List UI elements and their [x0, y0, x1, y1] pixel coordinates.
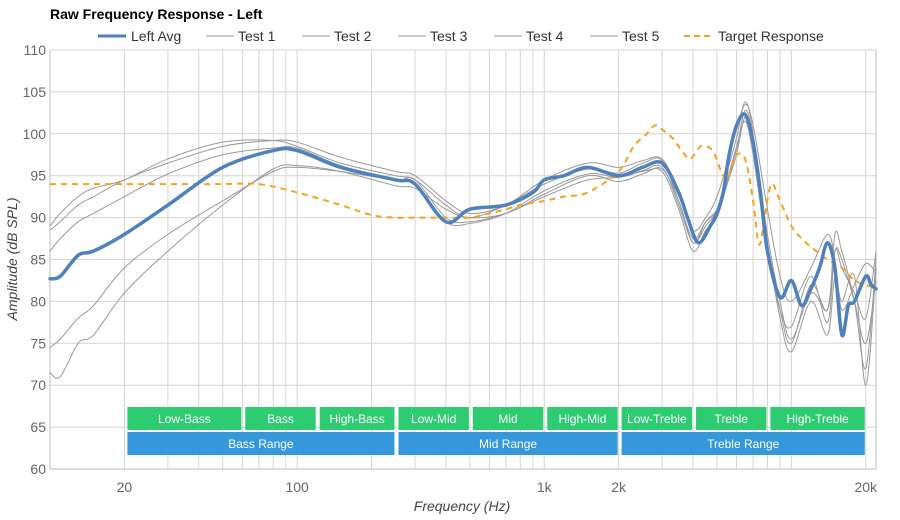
legend-test-2[interactable]: Test 2 — [334, 28, 372, 44]
band-label-mid-range: Mid Range — [479, 437, 537, 451]
series-line-test-2 — [49, 101, 877, 386]
y-tick-label-100: 100 — [23, 126, 47, 142]
band-label-bass: Bass — [267, 412, 294, 426]
band-label-mid: Mid — [498, 412, 517, 426]
series-line-test-1 — [49, 103, 877, 311]
band-high-mid — [547, 407, 618, 430]
series-line-target-response — [49, 124, 877, 290]
legend-test-5[interactable]: Test 5 — [622, 28, 660, 44]
grid — [49, 49, 877, 470]
band-label-low-bass: Low-Bass — [158, 412, 211, 426]
y-axis-ticks: 60 65 70 75 80 85 90 95 100 105 110 — [23, 42, 47, 477]
band-low-bass — [127, 407, 242, 430]
y-tick-label-105: 105 — [23, 84, 47, 100]
y-tick-label-70: 70 — [30, 377, 46, 393]
band-label-high-bass: High-Bass — [329, 412, 384, 426]
series-lines — [48, 101, 878, 386]
series-line-test-4 — [49, 120, 877, 379]
legend-left-avg[interactable]: Left Avg — [131, 28, 181, 44]
y-tick-label-65: 65 — [30, 419, 46, 435]
legend-test-1[interactable]: Test 1 — [238, 28, 276, 44]
x-tick-label-1k: 1k — [537, 479, 553, 495]
x-axis-ticks: 20 100 1k 2k 20k — [117, 479, 878, 495]
band-label-treble: Treble — [714, 412, 748, 426]
series-line-left-avg — [48, 112, 878, 338]
band-high-treble — [770, 407, 865, 430]
band-mid — [472, 407, 544, 430]
band-low-treble — [621, 407, 693, 430]
y-tick-label-80: 80 — [30, 293, 46, 309]
band-bass-range — [127, 432, 395, 455]
y-tick-label-85: 85 — [30, 252, 46, 268]
y-tick-label-60: 60 — [30, 461, 46, 477]
band-treble-range — [621, 432, 865, 455]
y-tick-label-95: 95 — [30, 168, 46, 184]
band-low-mid — [398, 407, 469, 430]
legend-test-4[interactable]: Test 4 — [526, 28, 564, 44]
band-label-high-mid: High-Mid — [558, 412, 606, 426]
band-label-high-treble: High-Treble — [786, 412, 849, 426]
x-tick-label-2k: 2k — [611, 479, 627, 495]
x-axis-label: Frequency (Hz) — [414, 498, 510, 514]
chart-title: Raw Frequency Response - Left — [50, 6, 263, 22]
legend-test-3[interactable]: Test 3 — [430, 28, 468, 44]
series-line-test-3 — [49, 116, 877, 370]
band-bass — [245, 407, 316, 430]
band-high-bass — [319, 407, 395, 430]
y-tick-label-75: 75 — [30, 335, 46, 351]
legend-target-response[interactable]: Target Response — [718, 28, 824, 44]
y-tick-label-110: 110 — [24, 42, 47, 58]
band-mid-range — [398, 432, 618, 455]
x-tick-label-20k: 20k — [854, 479, 878, 495]
x-tick-label-20: 20 — [117, 479, 133, 495]
band-label-bass-range: Bass Range — [228, 437, 294, 451]
band-treble — [696, 407, 767, 430]
band-label-treble-range: Treble Range — [707, 437, 780, 451]
frequency-bands: Low-Bass Bass High-Bass Low-Mid Mid High-Mid L… — [127, 407, 865, 455]
y-tick-label-90: 90 — [30, 210, 46, 226]
legend: Left Avg Test 1 Test 2 Test 3 Test 4 Tes… — [98, 28, 824, 44]
band-label-low-mid: Low-Mid — [411, 412, 456, 426]
x-tick-label-100: 100 — [285, 479, 309, 495]
y-axis-label: Amplitude (dB SPL) — [4, 198, 20, 322]
band-label-low-treble: Low-Treble — [627, 412, 687, 426]
